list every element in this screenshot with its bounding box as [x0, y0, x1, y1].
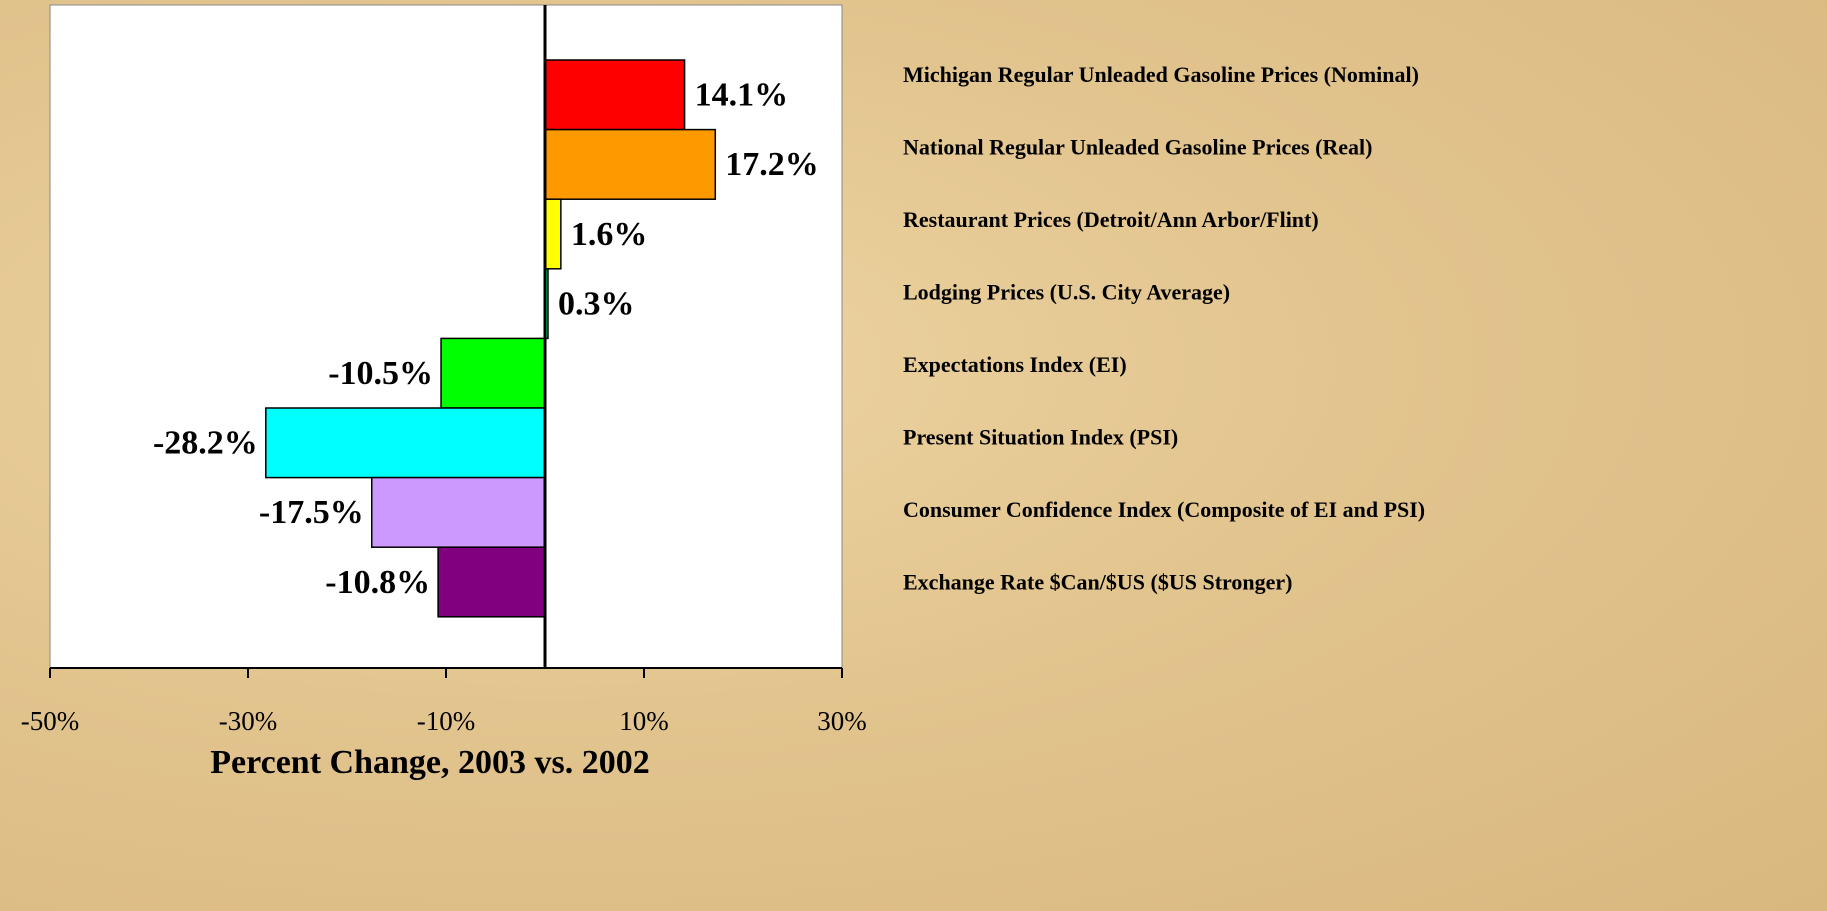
bar: [265, 407, 546, 479]
bar: [437, 546, 546, 618]
bar: [544, 198, 562, 270]
x-tick-label: 30%: [817, 706, 867, 736]
value-label: -10.8%: [325, 564, 430, 601]
value-label: -10.5%: [328, 355, 433, 392]
value-label: -28.2%: [153, 425, 258, 462]
legend-entry: Lodging Prices (U.S. City Average): [903, 280, 1230, 305]
legend-entry: Restaurant Prices (Detroit/Ann Arbor/Fli…: [903, 207, 1319, 232]
legend-entry: Expectations Index (EI): [903, 352, 1127, 377]
legend-entry: Exchange Rate $Can/$US ($US Stronger): [903, 570, 1292, 595]
value-label: 0.3%: [558, 285, 635, 322]
legend-entry: Michigan Regular Unleaded Gasoline Price…: [903, 62, 1419, 87]
value-label: 1.6%: [571, 216, 648, 253]
x-tick-label: 10%: [619, 706, 669, 736]
bar: [544, 59, 686, 131]
legend-entry: National Regular Unleaded Gasoline Price…: [903, 135, 1373, 160]
bar: [440, 337, 546, 409]
value-label: 14.1%: [695, 77, 789, 114]
x-tick-label: -30%: [219, 706, 277, 736]
bar: [544, 128, 717, 200]
x-tick-label: -10%: [417, 706, 475, 736]
legend-entry: Consumer Confidence Index (Composite of …: [903, 497, 1425, 522]
legend-entry: Present Situation Index (PSI): [903, 425, 1178, 450]
value-label: 17.2%: [725, 146, 819, 183]
bar: [371, 476, 546, 548]
x-tick-label: -50%: [21, 706, 79, 736]
value-label: -17.5%: [259, 494, 364, 531]
x-axis-label: Percent Change, 2003 vs. 2002: [210, 744, 649, 781]
